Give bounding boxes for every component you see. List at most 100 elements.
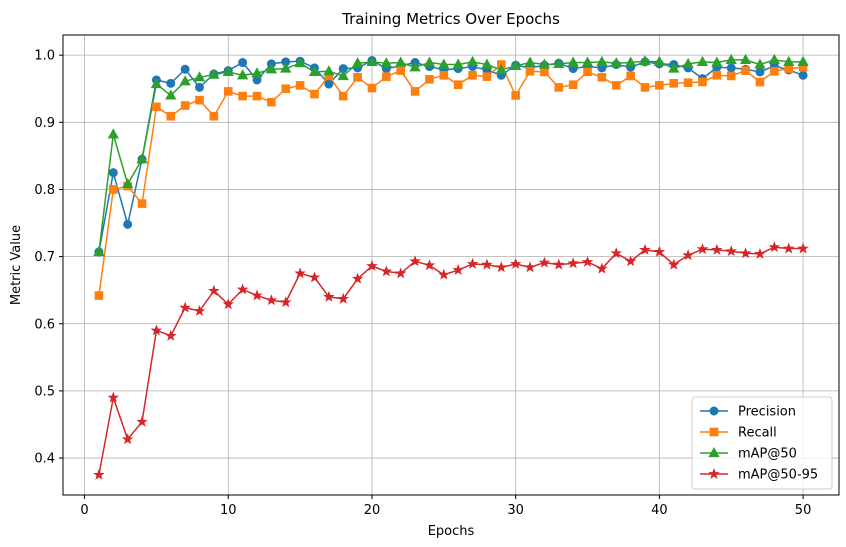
data-point-recall [626,71,635,81]
data-point-map-50-95 [93,468,105,480]
data-point-recall [295,81,305,90]
data-point-map-50-95 [567,257,579,269]
data-point-recall [511,91,520,100]
data-point-map-50 [682,57,694,68]
data-point-map-50-95 [351,272,364,284]
data-point-recall [655,81,664,90]
legend-marker-map-50 [708,446,720,458]
data-point-recall [267,97,276,107]
data-point-recall [583,67,592,77]
y-axis-ticks: 0.4 0.5 0.6 0.7 0.8 0.9 1.0 [34,49,63,467]
data-point-map-50 [122,178,134,189]
data-point-precision [123,219,133,229]
y-tick-label: 0.8 [34,183,55,198]
data-point-map-50-95 [610,247,623,259]
data-point-map-50-95 [107,391,120,403]
data-point-precision [755,67,765,77]
data-point-map-50-95 [452,263,464,275]
data-point-map-50-95 [279,296,292,308]
series-line-recall [98,63,804,296]
data-point-recall [726,71,736,81]
data-point-map-50 [610,57,622,68]
data-point-map-50-95 [136,415,148,427]
data-point-recall [252,91,262,101]
data-point-map-50-95 [754,247,766,259]
data-point-map-50-95 [481,258,493,270]
data-point-map-50 [725,53,737,64]
data-point-map-50 [179,75,191,86]
data-point-map-50 [538,58,551,69]
y-tick-label: 0.6 [34,317,55,332]
data-point-map-50 [193,71,206,82]
data-point-map-50 [308,65,321,77]
data-point-precision [180,64,190,74]
x-tick-label: 20 [364,503,381,518]
legend-marker-precision [709,406,719,416]
data-point-recall [367,83,377,93]
legend: Precision Recall mAP@50 mAP@50-95 [691,396,833,490]
series-line-map-50 [98,59,804,253]
data-point-map-50-95 [179,301,191,313]
data-point-map-50 [136,153,148,164]
data-point-recall [568,80,578,89]
data-point-map-50 [265,63,278,74]
data-point-recall [209,111,219,121]
data-point-map-50-95 [639,243,651,255]
data-point-recall [396,66,406,75]
data-point-recall [338,91,348,101]
legend-box [691,396,833,490]
data-point-precision [166,78,176,88]
data-point-map-50-95 [366,259,378,271]
data-point-recall [770,66,779,76]
data-point-map-50-95 [409,255,421,267]
data-point-recall [755,77,765,87]
data-point-map-50 [481,58,493,69]
data-point-recall [468,70,477,80]
grid [63,35,839,495]
data-point-precision [108,168,118,178]
x-axis-ticks: 0 10 20 30 40 50 [80,495,811,518]
data-point-map-50 [596,55,608,66]
data-point-map-50-95 [624,255,637,267]
data-point-recall [108,185,118,194]
x-tick-label: 40 [651,503,668,518]
data-point-map-50 [395,56,407,67]
data-point-recall [137,199,147,208]
data-point-map-50 [639,55,651,66]
legend-label-precision: Precision [738,405,796,420]
data-point-map-50 [797,55,809,66]
data-point-map-50-95 [294,267,306,279]
data-point-map-50-95 [466,257,479,269]
data-point-map-50-95 [553,258,565,270]
data-point-map-50 [754,58,766,69]
data-point-map-50 [165,89,177,100]
legend-marker-map-50-95 [708,467,720,479]
data-point-map-50 [280,62,292,73]
data-point-map-50-95 [222,298,235,310]
data-point-map-50 [567,56,579,67]
legend-label-map-50: mAP@50 [738,447,797,462]
data-point-recall [554,83,564,92]
legend-label-map-50-95: mAP@50-95 [738,468,818,483]
data-point-map-50-95 [394,267,407,279]
data-point-map-50 [711,56,723,67]
data-point-map-50 [150,77,163,89]
legend-label-recall: Recall [738,426,777,441]
x-tick-label: 50 [795,503,812,518]
data-point-recall [310,89,319,99]
data-point-map-50-95 [739,247,752,259]
data-point-recall [741,66,750,75]
data-point-map-50 [423,56,436,67]
y-tick-label: 0.9 [34,116,55,131]
data-point-recall [669,79,679,88]
data-point-recall [382,72,391,81]
data-point-map-50 [351,57,364,68]
data-point-map-50-95 [380,265,393,277]
data-point-map-50 [294,57,306,68]
data-point-map-50 [366,55,378,66]
data-point-recall [195,95,204,105]
data-point-precision [238,58,248,68]
data-point-precision [726,63,736,73]
y-axis-title: Metric Value [9,225,24,305]
